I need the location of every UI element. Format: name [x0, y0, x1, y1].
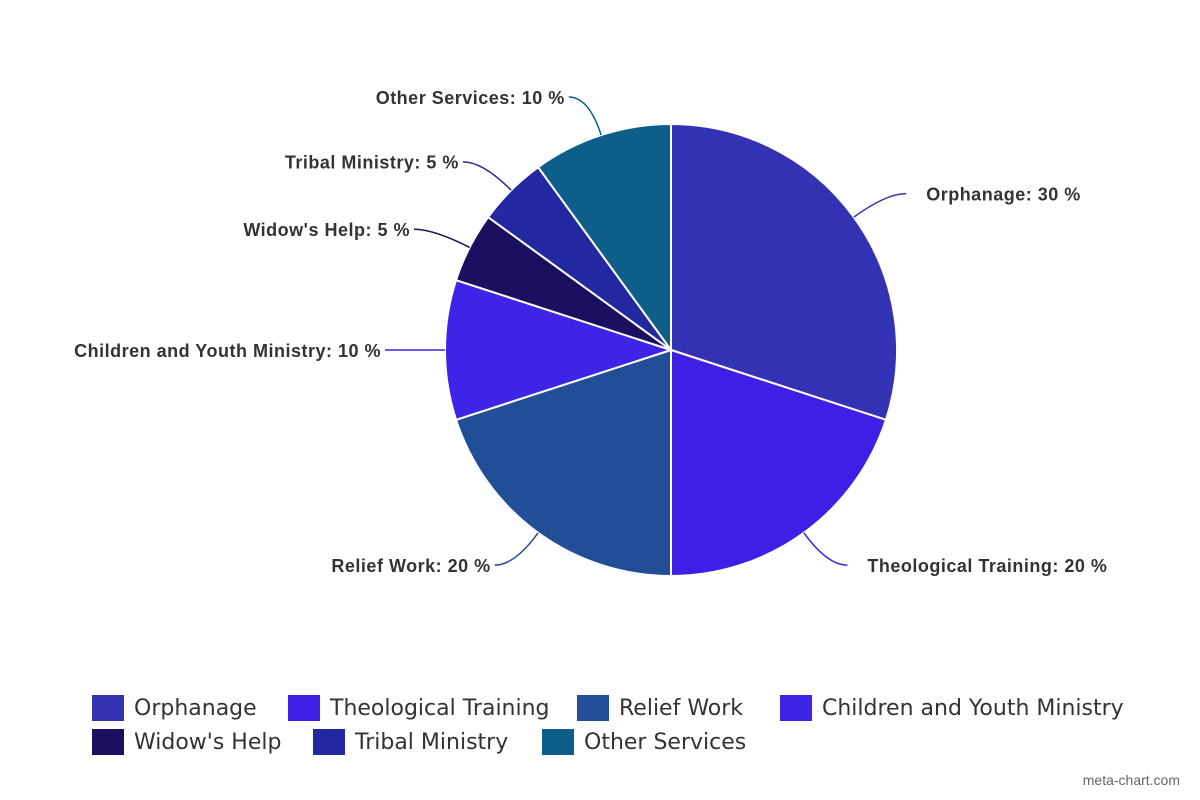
- pie-slice: [536, 122, 672, 354]
- leader-line: [853, 192, 907, 218]
- legend-swatch: [313, 729, 345, 755]
- data-label: Children and Youth Ministry: 10 %: [74, 341, 381, 361]
- legend-label: Orphanage: [134, 696, 257, 721]
- leader-line: [462, 161, 512, 191]
- data-label: Orphanage: 30 %: [926, 184, 1081, 204]
- data-label: Tribal Ministry: 5 %: [285, 153, 459, 173]
- legend-label: Other Services: [584, 730, 746, 755]
- legend-swatch: [780, 695, 812, 721]
- pie-slice: [670, 122, 898, 422]
- legend-swatch: [92, 695, 124, 721]
- legend-label: Tribal Ministry: [354, 730, 508, 755]
- legend-label: Widow's Help: [134, 730, 281, 755]
- leader-line: [803, 532, 848, 566]
- legend-swatch: [542, 729, 574, 755]
- legend-label: Children and Youth Ministry: [822, 696, 1124, 721]
- leader-line: [568, 96, 602, 136]
- leader-line: [413, 228, 470, 249]
- data-label: Other Services: 10 %: [376, 88, 565, 108]
- legend-swatch: [288, 695, 320, 721]
- pie-slice: [454, 348, 672, 578]
- data-label: Relief Work: 20 %: [331, 556, 490, 576]
- data-label: Widow's Help: 5 %: [243, 220, 410, 240]
- leader-line: [494, 532, 539, 566]
- legend-label: Theological Training: [329, 696, 550, 721]
- legend-swatch: [92, 729, 124, 755]
- legend-swatch: [577, 695, 609, 721]
- pie-slice: [670, 348, 888, 578]
- credit: meta-chart.com: [1083, 772, 1180, 788]
- legend-label: Relief Work: [619, 696, 743, 721]
- data-label: Theological Training: 20 %: [867, 556, 1107, 576]
